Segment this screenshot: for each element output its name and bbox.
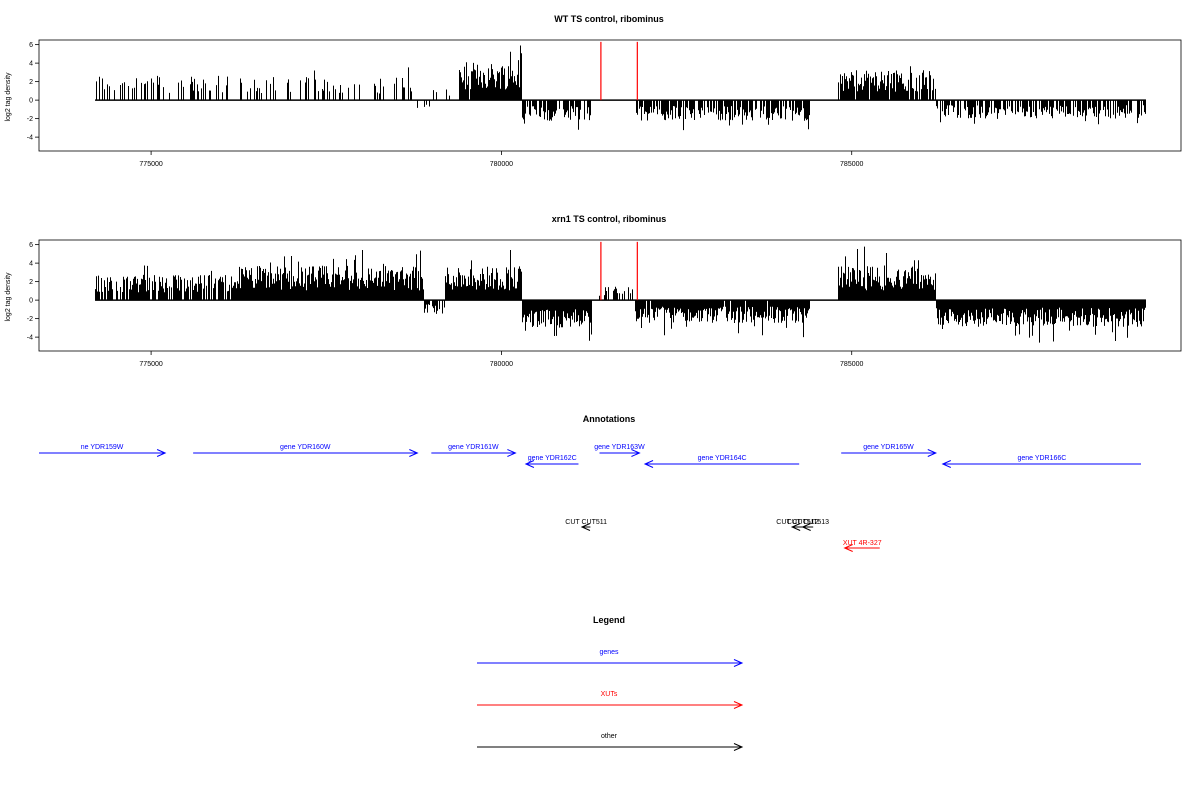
y-tick-label: 2 xyxy=(29,79,33,86)
y-tick-label: 2 xyxy=(29,279,33,286)
gene-arrow: gene YDR162C xyxy=(524,455,579,468)
y-tick-label: 4 xyxy=(29,261,33,268)
cut-arrow: CUT CUT511 xyxy=(565,519,607,531)
legend-label: other xyxy=(601,733,618,740)
y-axis-label: log2 tag density xyxy=(5,272,12,322)
annotations-title: Annotations xyxy=(583,414,636,424)
density-bars xyxy=(95,45,1146,131)
panel-xrn1: xrn1 TS control, ribominus log2 tag dens… xyxy=(5,214,1182,368)
gene-arrow: gene YDR166C xyxy=(941,455,1141,468)
arrowhead xyxy=(643,460,654,468)
plot-frame xyxy=(38,39,1182,152)
y-tick-label: 6 xyxy=(29,242,33,249)
arrowhead xyxy=(927,449,938,457)
annotation-track: Annotations ne YDR159W gene YDR160W gene Y… xyxy=(39,414,1141,552)
gene-arrow: gene YDR163W xyxy=(594,444,645,457)
gene-label: gene YDR161W xyxy=(448,444,499,451)
gene-label: gene YDR166C xyxy=(1017,455,1066,462)
panel-title: xrn1 TS control, ribominus xyxy=(552,214,667,224)
gene-arrow: gene YDR161W xyxy=(431,444,517,457)
feature-label: XUT 4R-327 xyxy=(843,540,882,547)
x-tick-label: 785000 xyxy=(840,361,863,368)
y-axis: -4 -2 0 2 4 6 xyxy=(27,242,39,342)
arrowhead xyxy=(156,449,167,457)
gene-arrow: ne YDR159W xyxy=(39,444,167,457)
x-tick-label: 780000 xyxy=(490,361,513,368)
legend-label: genes xyxy=(599,649,619,656)
gene-arrow: gene YDR165W xyxy=(841,444,938,457)
cut-arrow: CUT CUT513 xyxy=(787,519,829,531)
arrowhead xyxy=(580,523,591,531)
xut-arrow: XUT 4R-327 xyxy=(843,540,882,552)
y-tick-label: -2 xyxy=(27,316,33,323)
gene-arrow: gene YDR164C xyxy=(643,455,800,468)
arrowhead xyxy=(801,523,811,531)
arrowhead xyxy=(733,743,744,751)
y-tick-label: 0 xyxy=(29,298,33,305)
y-tick-label: -4 xyxy=(27,335,33,342)
legend-item: genes xyxy=(477,649,744,667)
y-tick-label: 4 xyxy=(29,61,33,68)
gene-label: gene YDR164C xyxy=(698,455,747,462)
arrowhead xyxy=(507,449,517,457)
feature-arrows: ne YDR159W gene YDR160W gene YDR161W gene Y… xyxy=(39,444,1141,552)
y-axis-label: log2 tag density xyxy=(5,72,12,122)
y-tick-label: 0 xyxy=(29,98,33,105)
cut-arrow: CUT CUT512 xyxy=(776,519,819,531)
feature-label: CUT CUT512 xyxy=(776,519,818,526)
legend-title: Legend xyxy=(593,615,625,625)
gene-label: gene YDR165W xyxy=(863,444,914,451)
arrowhead xyxy=(631,449,641,457)
gene-label: gene YDR160W xyxy=(280,444,331,451)
arrowhead xyxy=(733,659,744,667)
density-bar-series xyxy=(95,246,1146,343)
arrowhead xyxy=(843,544,853,552)
panel-wt: WT TS control, ribominus log2 tag densit… xyxy=(5,14,1182,168)
x-axis: 775000 780000 785000 xyxy=(139,151,863,168)
arrowhead xyxy=(524,460,535,468)
feature-label: CUT CUT513 xyxy=(787,519,829,526)
arrowhead xyxy=(409,449,419,457)
legend-label: XUTs xyxy=(601,691,618,698)
x-tick-label: 780000 xyxy=(490,161,513,168)
legend: Legend genes XUTs other xyxy=(477,615,744,751)
legend-item: other xyxy=(477,733,744,751)
arrowhead xyxy=(790,523,801,531)
y-tick-label: -2 xyxy=(27,116,33,123)
gene-label: gene YDR162C xyxy=(528,455,577,462)
arrowhead xyxy=(733,701,744,709)
plot-frame xyxy=(38,239,1182,352)
x-tick-label: 785000 xyxy=(840,161,863,168)
legend-item: XUTs xyxy=(477,691,744,709)
x-tick-label: 775000 xyxy=(139,161,162,168)
x-tick-label: 775000 xyxy=(139,361,162,368)
gene-label: ne YDR159W xyxy=(81,444,124,451)
x-axis: 775000 780000 785000 xyxy=(139,351,863,368)
density-bar-series xyxy=(96,45,1146,131)
event-markers xyxy=(600,41,638,101)
panel-title: WT TS control, ribominus xyxy=(554,14,664,24)
legend-items: genes XUTs other xyxy=(477,649,744,751)
arrowhead xyxy=(941,460,951,468)
gene-label: gene YDR163W xyxy=(594,444,645,451)
density-bars xyxy=(95,246,1146,343)
gene-arrow: gene YDR160W xyxy=(193,444,419,457)
y-axis: -4 -2 0 2 4 6 xyxy=(27,42,39,142)
event-markers xyxy=(600,241,638,301)
y-tick-label: -4 xyxy=(27,135,33,142)
feature-label: CUT CUT511 xyxy=(565,519,607,526)
y-tick-label: 6 xyxy=(29,42,33,49)
